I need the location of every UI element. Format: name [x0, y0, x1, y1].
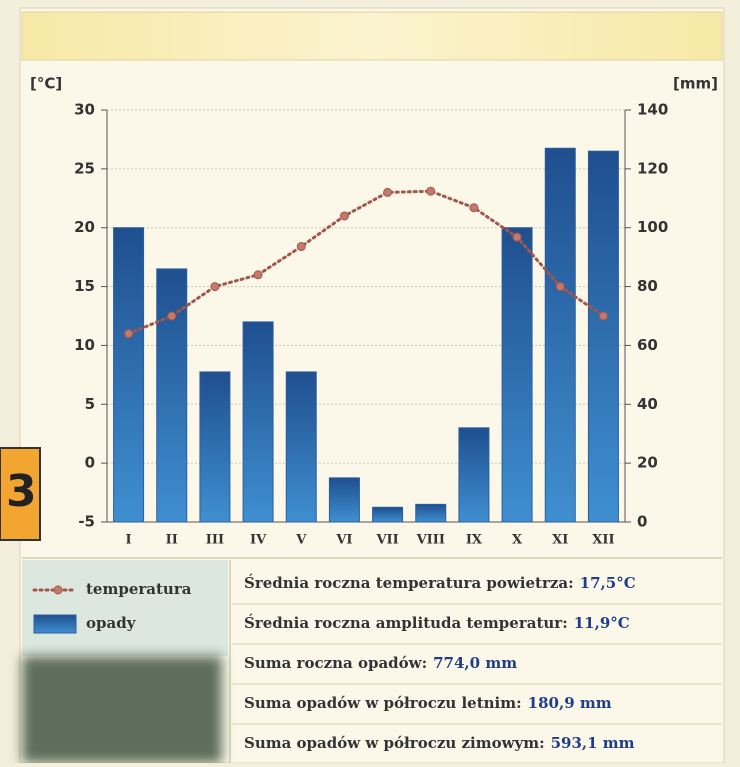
x-tick-label: IX [466, 533, 483, 548]
bar [502, 228, 532, 522]
y2-tick-label: 140 [637, 101, 668, 119]
stat-text: Suma opadów w półroczu letnim: 180,9 mm [244, 694, 612, 712]
y-tick-label: 10 [74, 336, 95, 354]
bar [545, 148, 575, 522]
point [125, 330, 133, 338]
x-tick-label: XII [592, 533, 614, 548]
header-bar [22, 12, 722, 60]
x-tick-label: IV [250, 533, 267, 548]
stat-label: Suma opadów w półroczu zimowym: [244, 734, 545, 752]
stat-value: 11,9°C [574, 614, 630, 632]
y-tick-label: 30 [74, 101, 95, 119]
point [470, 204, 478, 212]
x-tick-label: VI [335, 533, 352, 548]
stat-label: Suma opadów w półroczu letnim: [244, 694, 522, 712]
point [168, 312, 176, 320]
stat-text: Suma roczna opadów: 774,0 mm [244, 654, 517, 672]
y-tick-label: 5 [85, 395, 95, 413]
y2-tick-label: 0 [637, 513, 647, 531]
point [384, 188, 392, 196]
legend-box [22, 560, 228, 656]
y2-axis-label: [mm] [673, 75, 718, 93]
y-axis-label: [°C] [30, 75, 62, 93]
bar [329, 478, 359, 522]
legend-label: opady [86, 614, 137, 632]
badge-text: 3 [6, 466, 37, 517]
chart: 3 Średnia roczna temperatura powietrza: 1… [0, 0, 740, 763]
bar [243, 322, 273, 522]
y2-tick-label: 120 [637, 159, 668, 177]
stat-label: Średnia roczna amplituda temperatur: [244, 614, 568, 632]
bar [416, 504, 446, 522]
point [297, 243, 305, 251]
x-tick-label: II [166, 533, 178, 548]
point [340, 212, 348, 220]
x-tick-label: X [512, 533, 523, 548]
blurred-image [22, 656, 222, 763]
y-tick-label: -5 [78, 513, 95, 531]
point [556, 283, 564, 291]
bar [286, 372, 316, 522]
x-tick-label: I [126, 533, 132, 548]
y-tick-label: 15 [74, 277, 95, 295]
bar [114, 228, 144, 522]
bar [588, 151, 618, 522]
y-tick-label: 20 [74, 218, 95, 236]
stat-text: Suma opadów w półroczu zimowym: 593,1 mm [244, 734, 635, 752]
x-tick-label: VIII [416, 533, 445, 548]
stat-label: Suma roczna opadów: [244, 654, 427, 672]
stat-value: 774,0 mm [433, 654, 517, 672]
page: {"chart_data": {"type": "bar", "categori… [0, 0, 740, 763]
bar [200, 372, 230, 522]
y2-tick-label: 40 [637, 395, 658, 413]
point [427, 187, 435, 195]
x-tick-label: V [295, 533, 307, 548]
y2-tick-label: 100 [637, 218, 668, 236]
bar [373, 507, 403, 522]
x-tick-label: VII [375, 533, 398, 548]
stat-label: Średnia roczna temperatura powietrza: [244, 574, 574, 592]
legend-swatch [54, 586, 62, 594]
y2-tick-label: 60 [637, 336, 658, 354]
bar [157, 269, 187, 522]
stat-value: 180,9 mm [528, 694, 612, 712]
y-tick-label: 25 [74, 159, 95, 177]
point [599, 312, 607, 320]
legend-label: temperatura [86, 580, 192, 598]
x-tick-label: III [206, 533, 224, 548]
point [513, 233, 521, 241]
y2-tick-label: 20 [637, 454, 658, 472]
x-tick-label: XI [552, 533, 568, 548]
point [211, 283, 219, 291]
bar [459, 428, 489, 522]
y-tick-label: 0 [85, 454, 95, 472]
legend-swatch [34, 615, 76, 633]
y2-tick-label: 80 [637, 277, 658, 295]
stat-value: 593,1 mm [551, 734, 635, 752]
point [254, 271, 262, 279]
stat-value: 17,5°C [580, 574, 636, 592]
